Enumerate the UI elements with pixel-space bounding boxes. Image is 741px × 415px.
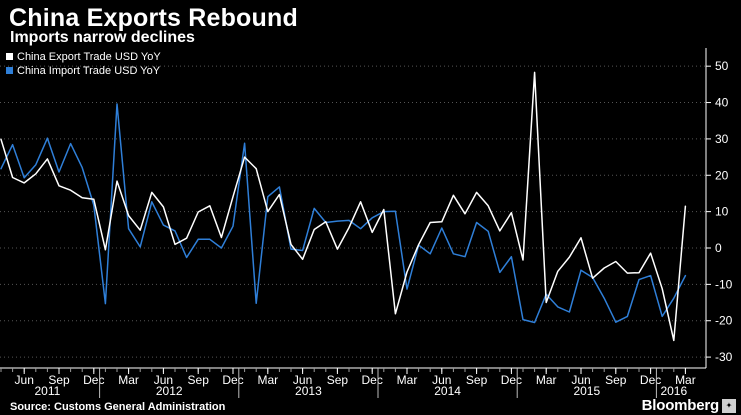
chart-axes: 50 40 30 20 10 0 -10 -20 -30 Jun Sep Dec Mar Jun Sep De…: [0, 48, 733, 398]
x-tick-label: Mar: [536, 373, 557, 387]
x-year-label: 2014: [434, 384, 461, 398]
series-line-imports: [0, 103, 687, 324]
y-tick-label: 50: [715, 59, 729, 73]
grid-lines: [0, 65, 706, 358]
x-year-label: 2013: [295, 384, 322, 398]
x-tick-label: Dec: [222, 373, 243, 387]
x-tick-label: Sep: [605, 373, 627, 387]
chart-title: China Exports Rebound: [9, 4, 298, 32]
legend-swatch: [6, 53, 13, 60]
legend-swatch: [6, 67, 13, 74]
x-tick-label: Jun: [15, 373, 34, 387]
legend-label: China Export Trade USD YoY: [17, 51, 161, 63]
x-tick-label: Dec: [501, 373, 522, 387]
x-tick-label: Jun: [154, 373, 173, 387]
y-tick-label: -10: [715, 277, 733, 291]
y-tick-label: 30: [715, 132, 729, 146]
x-tick-label: Sep: [48, 373, 70, 387]
x-year-label: 2012: [156, 384, 183, 398]
x-tick-label: Mar: [397, 373, 418, 387]
brand-mark-icon: ✦: [722, 398, 736, 413]
y-tick-label: 40: [715, 96, 729, 110]
x-year-label: 2016: [660, 384, 687, 398]
x-tick-label: Sep: [327, 373, 349, 387]
x-tick-label: Sep: [188, 373, 210, 387]
x-tick-label: Mar: [675, 373, 696, 387]
x-tick-label: Dec: [83, 373, 104, 387]
x-tick-label: Jun: [432, 373, 451, 387]
x-year-label: 2015: [573, 384, 600, 398]
x-tick-label: Jun: [293, 373, 312, 387]
x-tick-label: Mar: [118, 373, 139, 387]
chart-subtitle: Imports narrow declines: [10, 29, 195, 46]
x-tick-label: Dec: [362, 373, 383, 387]
y-tick-label: -30: [715, 350, 733, 364]
y-tick-label: -20: [715, 314, 733, 328]
brand-name: Bloomberg: [641, 397, 720, 414]
x-tick-label: Sep: [466, 373, 488, 387]
x-tick-label: Mar: [257, 373, 278, 387]
y-tick-label: 10: [715, 205, 729, 219]
legend-label: China Import Trade USD YoY: [17, 65, 161, 77]
chart-legend: China Export Trade USD YoY China Import T…: [6, 51, 161, 77]
series-line-exports: [0, 71, 687, 342]
y-tick-label: 20: [715, 168, 729, 182]
y-tick-label: 0: [715, 241, 722, 255]
chart-series: [0, 71, 687, 342]
x-tick-label: Dec: [640, 373, 661, 387]
brand-logo: Bloomberg ✦: [642, 397, 736, 414]
x-year-label: 2011: [34, 384, 60, 398]
source-note: Source: Customs General Administration: [10, 401, 226, 413]
x-tick-label: Jun: [571, 373, 590, 387]
